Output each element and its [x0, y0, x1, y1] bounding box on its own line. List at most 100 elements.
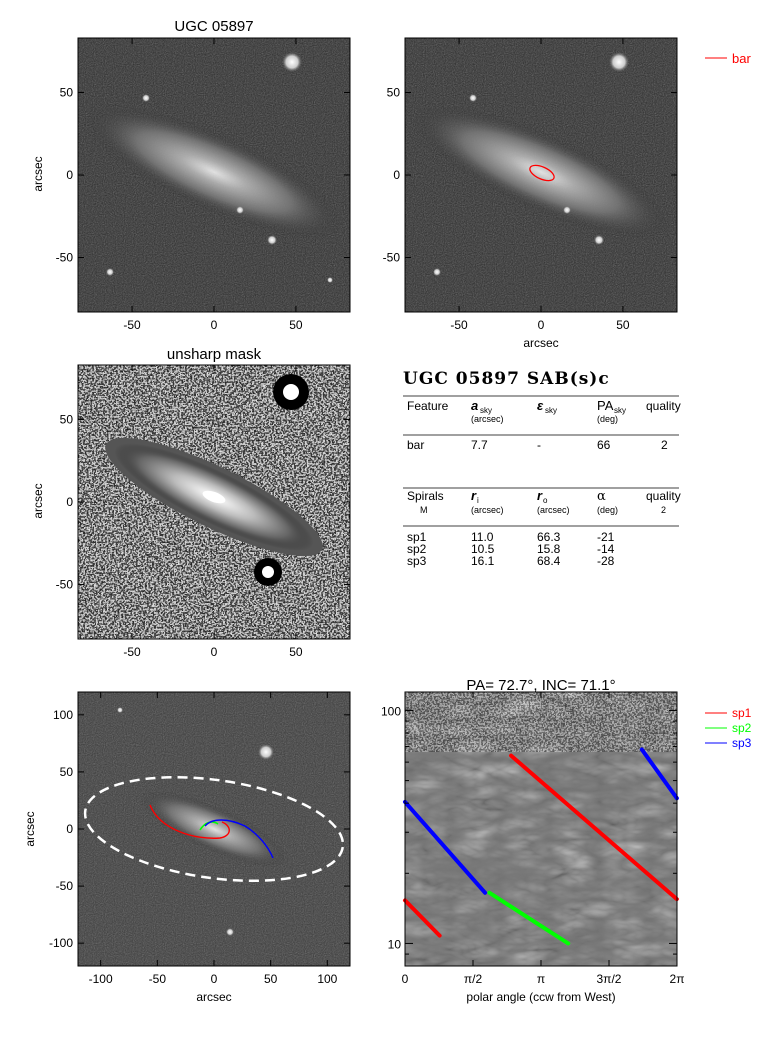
panel1-title: UGC 05897 [174, 18, 253, 35]
panel3-title: unsharp mask [167, 346, 262, 363]
spiral-overlay-panel [77, 691, 351, 967]
sp3-alpha: -28 [597, 554, 615, 568]
sp3-ro: 68.4 [537, 554, 561, 568]
x-tick-label: 0 [402, 972, 409, 986]
polar-series-layer [403, 747, 679, 946]
th-alpha: α [597, 489, 606, 504]
th-ro: r [537, 488, 543, 503]
x-tick-label: π [537, 972, 545, 986]
legend-sp1: sp1 [732, 706, 752, 720]
sp1-alpha: -21 [597, 530, 615, 544]
y-tick-label: 50 [60, 765, 74, 779]
sp2-alpha: -14 [597, 542, 615, 556]
sp3-segment [403, 799, 488, 895]
bar-ellipse [529, 164, 555, 182]
x-tick-label: -50 [123, 645, 141, 659]
galaxy-bar-panel [404, 37, 678, 313]
bar-row-pa: 66 [597, 438, 611, 452]
y-tick-label: 100 [381, 704, 401, 718]
th-quality: quality [646, 399, 681, 413]
th-a-sub: sky [480, 406, 492, 415]
x-tick-label: 50 [289, 318, 303, 332]
y-tick-label: 50 [60, 412, 74, 426]
y-tick-label: 0 [66, 822, 73, 836]
bar-row-quality: 2 [661, 438, 668, 452]
th-sp-quality-sub: 2 [661, 505, 666, 515]
th-spirals: Spirals [407, 489, 444, 503]
panel6-xlabel: polar angle (ccw from West) [466, 990, 615, 1004]
sp2-ri: 10.5 [471, 542, 495, 556]
panel1-ylabel: arcsec [31, 156, 45, 191]
x-tick-label: 50 [264, 972, 278, 986]
spiral-row: sp1 11.0 66.3 -21 [407, 530, 615, 544]
y-tick-label: -50 [56, 879, 74, 893]
bar-row-feature: bar [407, 438, 424, 452]
th-ro-unit: (arcsec) [537, 505, 570, 515]
galaxy-image-panel [77, 37, 351, 313]
legend-sp3: sp3 [732, 736, 752, 750]
th-ri: r [471, 488, 477, 503]
panel3-axes: -50 0 50 50 0 -50 [56, 365, 350, 659]
y-tick-label: 50 [387, 85, 401, 99]
panel5-axes: -100 -50 0 50 100 100 50 0 -50 -100 [49, 692, 350, 986]
y-tick-label: 10 [388, 937, 402, 951]
legend-sp2: sp2 [732, 721, 752, 735]
polar-plot-panel [405, 692, 677, 966]
y-tick-label: -50 [56, 578, 74, 592]
x-tick-label: 50 [289, 645, 303, 659]
sp3-name: sp3 [407, 554, 427, 568]
x-tick-label: -50 [123, 318, 141, 332]
sp1-segment [509, 753, 679, 902]
x-tick-label: 50 [616, 318, 630, 332]
x-tick-label: 0 [211, 318, 218, 332]
spiral-legend: sp1 sp2 sp3 [705, 706, 752, 750]
y-tick-label: 50 [60, 85, 74, 99]
bar-legend: bar [705, 51, 751, 66]
x-tick-label: -50 [149, 972, 167, 986]
y-tick-label: 0 [393, 168, 400, 182]
th-ri-unit: (arcsec) [471, 505, 504, 515]
sp3-ri: 16.1 [471, 554, 495, 568]
sp1-name: sp1 [407, 530, 427, 544]
th-sp-quality: quality [646, 489, 681, 503]
y-tick-label: -100 [49, 936, 73, 950]
sp2-name: sp2 [407, 542, 427, 556]
panel5-xlabel: arcsec [196, 990, 231, 1004]
sp2-ro: 15.8 [537, 542, 561, 556]
th-ro-sub: o [543, 496, 548, 505]
panel3-ylabel: arcsec [31, 483, 45, 518]
th-feature: Feature [407, 399, 449, 413]
spiral-row: sp2 10.5 15.8 -14 [407, 542, 615, 556]
th-pa-unit: (deg) [597, 414, 618, 424]
y-tick-label: -50 [383, 251, 401, 265]
th-spirals-sub: M [420, 505, 428, 515]
th-a-unit: (arcsec) [471, 414, 504, 424]
sp1-segment [403, 898, 442, 938]
x-tick-label: 100 [317, 972, 337, 986]
unsharp-mask-panel [77, 364, 351, 640]
panel1-axes: -50 0 50 50 0 -50 [56, 38, 350, 332]
x-tick-label: 2π [670, 972, 685, 986]
legend-bar-label: bar [732, 51, 751, 66]
th-eps: ε [537, 398, 544, 413]
sp1-ro: 66.3 [537, 530, 561, 544]
bar-row-a: 7.7 [471, 438, 488, 452]
panel2-xlabel: arcsec [523, 336, 558, 350]
y-tick-label: 100 [53, 708, 73, 722]
parameter-table: UGC 05897 SAB(s)c Feature a sky (arcsec)… [403, 369, 681, 568]
spiral-row: sp3 16.1 68.4 -28 [407, 554, 615, 568]
panel6-axes: 0 π/2 π 3π/2 2π 100 10 [381, 692, 685, 986]
y-tick-label: -50 [56, 251, 74, 265]
y-tick-label: 0 [66, 495, 73, 509]
y-tick-label: 0 [66, 168, 73, 182]
th-a: a [471, 398, 478, 413]
table-title: UGC 05897 SAB(s)c [403, 369, 610, 389]
bar-row-eps: - [537, 438, 541, 452]
sp3-overlay [204, 819, 274, 859]
panel2-axes: -50 0 50 50 0 -50 [383, 38, 677, 332]
sp3-segment [639, 747, 679, 801]
sp1-ri: 11.0 [471, 530, 494, 544]
fit-ellipse [83, 775, 345, 883]
th-ri-sub: i [477, 496, 479, 505]
